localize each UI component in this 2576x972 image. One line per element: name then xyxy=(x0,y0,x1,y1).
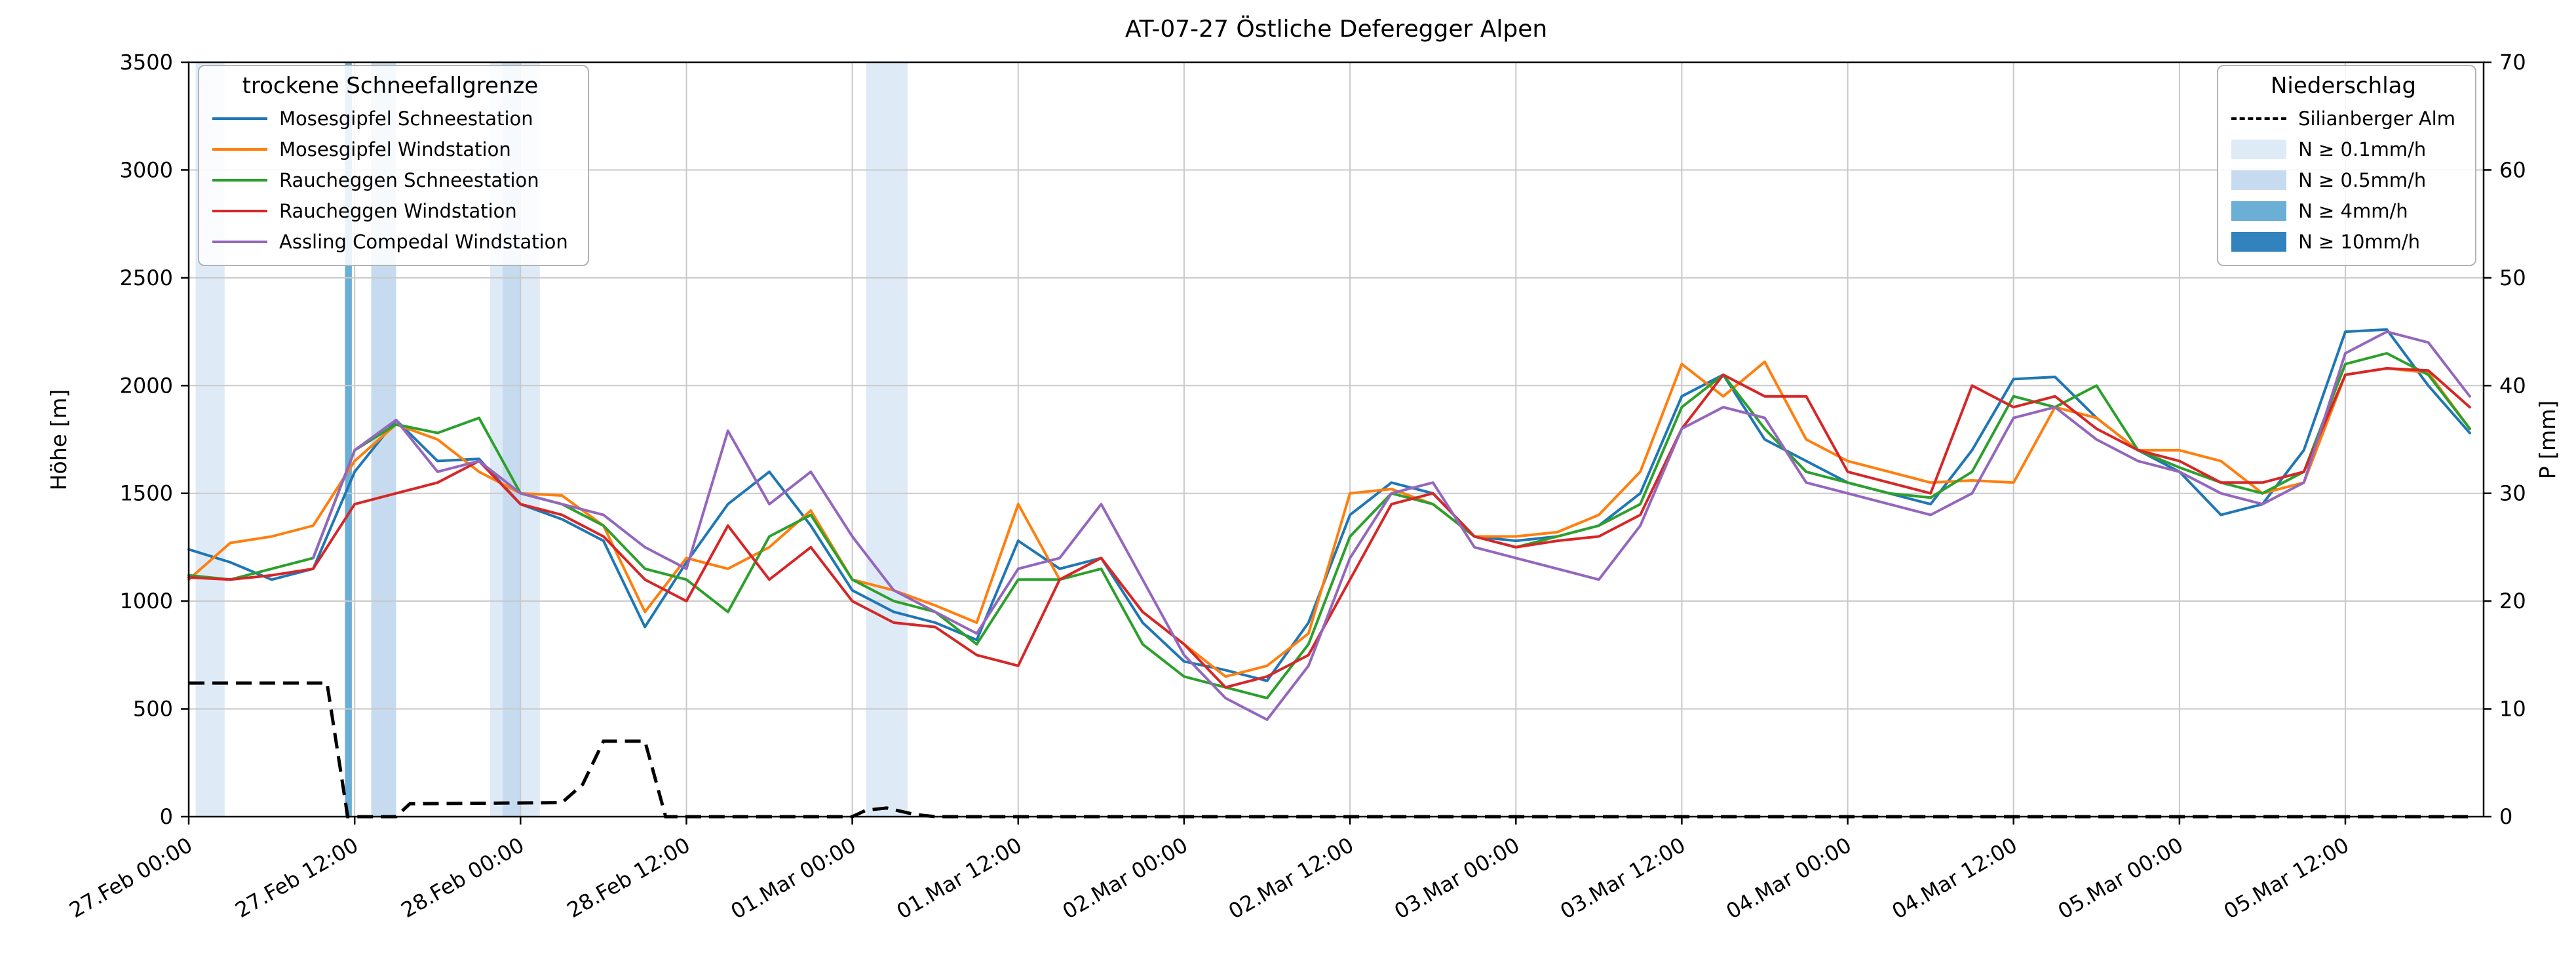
y-tick-label-left: 1000 xyxy=(120,589,173,613)
precip-legend: Niederschlag Silianberger Alm N ≥ 0.1mm/… xyxy=(2217,65,2476,266)
x-tick-label: 28.Feb 00:00 xyxy=(396,832,528,923)
legend-label: Raucheggen Windstation xyxy=(279,200,517,222)
y-tick-label-right: 40 xyxy=(2499,373,2526,398)
precip-band xyxy=(866,62,908,817)
legend-label: N ≥ 0.1mm/h xyxy=(2298,138,2427,161)
x-tick-label: 03.Mar 12:00 xyxy=(1556,832,1689,924)
line-swatch-green xyxy=(212,179,267,182)
series-line xyxy=(187,360,2471,678)
y-tick-label-right: 70 xyxy=(2499,50,2526,75)
dashed-line-swatch xyxy=(2231,117,2287,120)
legend-item-n-ge-4: N ≥ 4mm/h xyxy=(2231,200,2455,222)
x-tick-label: 01.Mar 12:00 xyxy=(893,832,1026,924)
x-tick-label: 27.Feb 00:00 xyxy=(65,832,197,923)
y-tick-label-left: 0 xyxy=(160,804,173,829)
legend-item-assling-compedal-windstation: Assling Compedal Windstation xyxy=(212,231,568,253)
series-line xyxy=(187,328,2471,682)
legend-item-n-ge-0-1: N ≥ 0.1mm/h xyxy=(2231,138,2455,161)
x-tick-label: 04.Mar 12:00 xyxy=(1888,832,2022,924)
x-tick-label: 02.Mar 00:00 xyxy=(1058,832,1192,924)
x-tick-label: 27.Feb 12:00 xyxy=(231,832,362,923)
y-tick-label-right: 30 xyxy=(2499,481,2526,506)
series-line xyxy=(187,367,2471,689)
band-swatch-0-5 xyxy=(2231,170,2287,190)
legend-label: N ≥ 0.5mm/h xyxy=(2298,169,2427,191)
legend-item-n-ge-10: N ≥ 10mm/h xyxy=(2231,231,2455,253)
legend-label: Assling Compedal Windstation xyxy=(279,231,568,253)
band-swatch-10 xyxy=(2231,232,2287,252)
x-tick-label: 01.Mar 00:00 xyxy=(727,832,860,924)
y-tick-label-left: 3000 xyxy=(120,157,173,182)
x-tick-label: 03.Mar 00:00 xyxy=(1390,832,1524,924)
precip-legend-title: Niederschlag xyxy=(2270,73,2417,99)
band-swatch-0-1 xyxy=(2231,140,2287,159)
left-axis-title: Höhe [m] xyxy=(46,389,71,491)
legend-item-raucheggen-windstation: Raucheggen Windstation xyxy=(212,200,568,222)
legend-item-mosesgipfel-schneestation: Mosesgipfel Schneestation xyxy=(212,107,568,130)
y-tick-label-left: 3500 xyxy=(120,50,173,75)
x-tick-label: 04.Mar 00:00 xyxy=(1722,832,1856,924)
series-line xyxy=(311,330,2471,721)
y-tick-label-right: 20 xyxy=(2499,589,2526,613)
x-tick-label: 05.Mar 12:00 xyxy=(2220,832,2353,924)
legend-item-raucheggen-schneestation: Raucheggen Schneestation xyxy=(212,169,568,191)
y-tick-label-left: 2500 xyxy=(120,265,173,290)
y-tick-label-left: 500 xyxy=(133,697,173,722)
band-swatch-4 xyxy=(2231,201,2287,221)
snowline-legend-title: trockene Schneefallgrenze xyxy=(242,73,539,99)
x-tick-label: 02.Mar 12:00 xyxy=(1224,832,1358,924)
x-tick-label: 05.Mar 00:00 xyxy=(2054,832,2187,924)
snowline-legend: trockene Schneefallgrenze Mosesgipfel Sc… xyxy=(198,65,589,266)
legend-label: Mosesgipfel Schneestation xyxy=(279,107,533,130)
legend-label: Raucheggen Schneestation xyxy=(279,169,539,191)
precip-band xyxy=(345,62,352,817)
legend-label: Silianberger Alm xyxy=(2298,107,2455,130)
y-tick-label-right: 10 xyxy=(2499,697,2526,722)
x-tick-label: 28.Feb 12:00 xyxy=(563,832,695,923)
legend-item-silianberger-alm: Silianberger Alm xyxy=(2231,107,2455,130)
right-axis-title: P [mm] xyxy=(2535,400,2560,480)
legend-label: N ≥ 10mm/h xyxy=(2298,231,2421,253)
legend-label: Mosesgipfel Windstation xyxy=(279,138,511,161)
line-swatch-orange xyxy=(212,148,267,151)
y-tick-label-left: 1500 xyxy=(120,481,173,506)
y-tick-label-right: 60 xyxy=(2499,157,2526,182)
series-line xyxy=(187,352,2471,700)
line-swatch-red xyxy=(212,210,267,212)
y-tick-label-left: 2000 xyxy=(120,373,173,398)
legend-label: N ≥ 4mm/h xyxy=(2298,200,2408,222)
legend-item-mosesgipfel-windstation: Mosesgipfel Windstation xyxy=(212,138,568,161)
y-tick-label-right: 50 xyxy=(2499,265,2526,290)
chart-title: AT-07-27 Östliche Deferegger Alpen xyxy=(1125,16,1548,43)
legend-item-n-ge-0-5: N ≥ 0.5mm/h xyxy=(2231,169,2455,191)
y-tick-label-right: 0 xyxy=(2499,804,2512,829)
line-swatch-blue xyxy=(212,117,267,120)
line-swatch-purple xyxy=(212,241,267,243)
plot-border xyxy=(187,61,2485,818)
